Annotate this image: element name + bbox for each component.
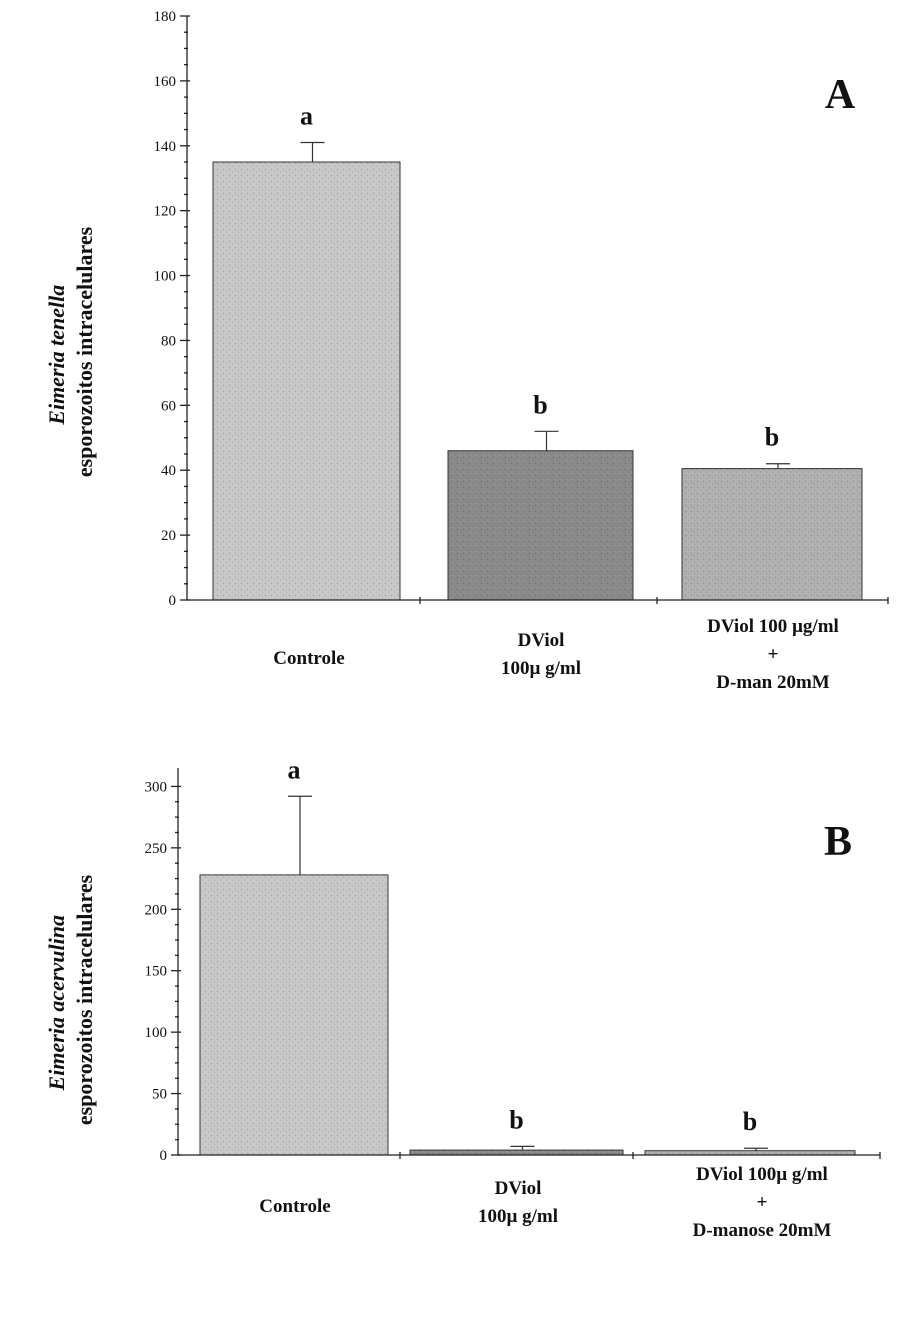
significance-label: a <box>300 102 313 131</box>
category-label: Controle <box>273 648 344 669</box>
category-label-line: D-manose 20mM <box>693 1220 832 1241</box>
bar-texture <box>213 162 400 600</box>
y-tick-label: 80 <box>161 333 176 349</box>
category-label: DViol 100 µg/ml + D-man 20mM <box>707 616 839 693</box>
category-label: Controle <box>259 1196 330 1217</box>
bar-texture <box>448 450 633 600</box>
y-tick-label: 150 <box>145 964 168 980</box>
panel-b-error-bars <box>288 795 768 1151</box>
y-tick-label: 140 <box>154 139 177 155</box>
bar-texture <box>645 1150 855 1155</box>
panel-b-significance-labels: a b b <box>288 755 758 1136</box>
y-tick-label: 120 <box>154 204 177 220</box>
y-tick-label: 200 <box>145 902 168 918</box>
category-label-line: 100µ g/ml <box>501 658 581 679</box>
category-label: DViol 100µ g/ml + D-manose 20mM <box>693 1164 832 1241</box>
y-tick-label: 60 <box>161 398 176 414</box>
y-tick-label: 160 <box>154 74 177 90</box>
y-tick-label: 180 <box>154 9 177 25</box>
significance-label: a <box>288 755 301 784</box>
panel-b-x-axis <box>178 1152 881 1159</box>
panel-a-letter: A <box>825 72 856 118</box>
y-tick-label: 20 <box>161 528 176 544</box>
y-tick-label: 0 <box>169 593 177 609</box>
significance-label: b <box>743 1107 757 1136</box>
category-label-line: DViol 100µ g/ml <box>696 1164 828 1185</box>
significance-label: b <box>765 423 779 452</box>
chart-panel-a: 0 20 40 60 80 100 120 140 160 180 a b b Controle DVi… <box>44 9 889 693</box>
category-label-line: Controle <box>259 1196 330 1217</box>
category-label-line: DViol <box>495 1178 542 1199</box>
category-label-line: + <box>757 1192 768 1213</box>
panel-a-x-axis <box>187 597 889 604</box>
category-label-line: + <box>768 644 779 665</box>
panel-a-y-axis-label: Eimeria tenella esporozoitos intracelula… <box>44 226 97 477</box>
panel-b-y-axis-label: Eimeria acervulina esporozoitos intracel… <box>44 874 97 1125</box>
panel-b-bars <box>199 874 856 1156</box>
category-label-line: 100µ g/ml <box>478 1206 558 1227</box>
panel-b-y-axis: 0 50 100 150 200 250 300 <box>145 768 181 1164</box>
significance-label: b <box>533 390 547 419</box>
y-tick-label: 100 <box>145 1025 168 1041</box>
category-label: DViol 100µ g/ml <box>501 630 581 679</box>
category-label: DViol 100µ g/ml <box>478 1178 558 1227</box>
significance-label: b <box>509 1105 523 1134</box>
panel-b-y-axis-label-text: esporozoitos intracelulares <box>72 874 97 1125</box>
panel-a-y-axis-label-text: esporozoitos intracelulares <box>72 226 97 477</box>
panel-a-significance-labels: a b b <box>300 102 779 452</box>
y-tick-label: 40 <box>161 463 176 479</box>
panel-a-bars <box>212 161 863 601</box>
y-tick-label: 100 <box>154 269 177 285</box>
panel-a-category-labels: Controle DViol 100µ g/ml DViol 100 µg/ml + D-… <box>273 616 839 693</box>
y-tick-label: 50 <box>152 1087 167 1103</box>
category-label-line: D-man 20mM <box>716 672 830 693</box>
category-label-line: Controle <box>273 648 344 669</box>
panel-a-y-axis: 0 20 40 60 80 100 120 140 160 180 <box>154 9 190 609</box>
panel-a-y-axis-label-species: Eimeria tenella <box>44 285 69 426</box>
chart-panel-b: 0 50 100 150 200 250 300 a b b Controle DViol 100µ… <box>44 755 881 1241</box>
category-label-line: DViol 100 µg/ml <box>707 616 839 637</box>
bar-texture <box>410 1150 623 1155</box>
y-tick-label: 0 <box>160 1148 168 1164</box>
panel-a-error-bars <box>300 141 790 469</box>
y-tick-label: 300 <box>145 779 168 795</box>
bar-texture <box>200 874 388 1155</box>
panel-b-y-axis-label-species: Eimeria acervulina <box>44 915 69 1091</box>
y-tick-label: 250 <box>145 841 168 857</box>
category-label-line: DViol <box>518 630 565 651</box>
panel-b-letter: B <box>824 819 852 865</box>
bar-texture <box>682 468 862 600</box>
